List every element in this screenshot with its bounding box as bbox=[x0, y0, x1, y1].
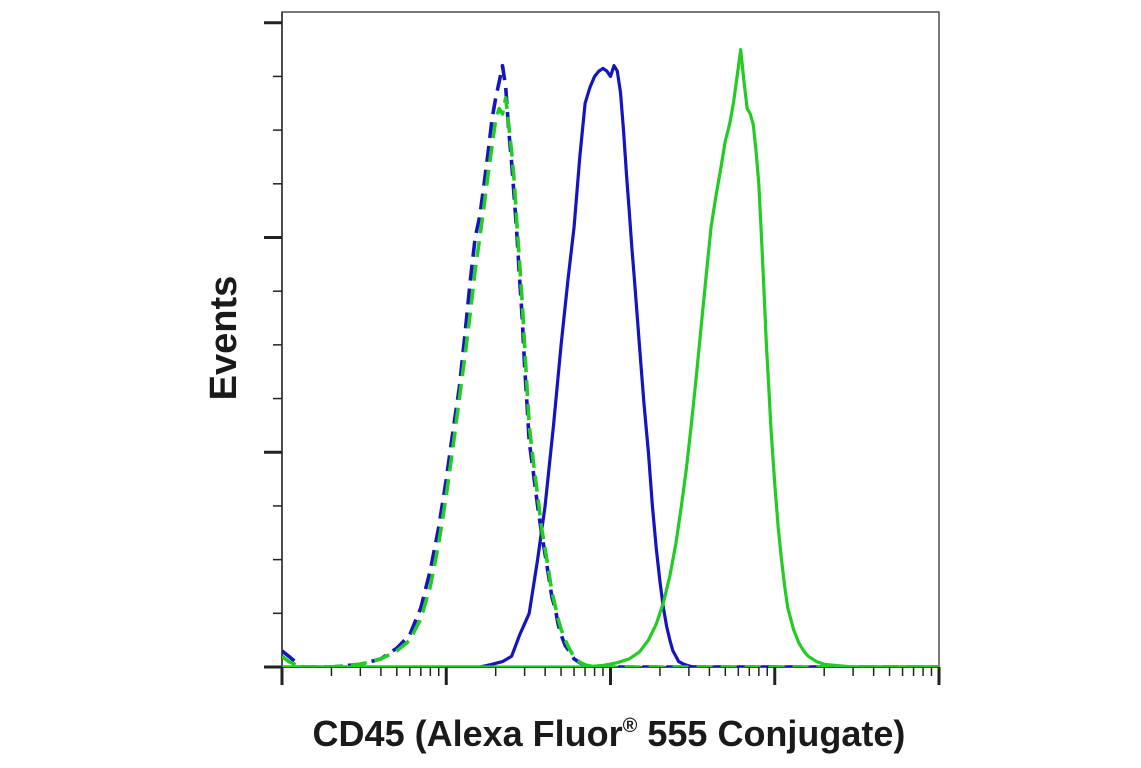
series-line-3-solid bbox=[282, 47, 939, 667]
x-axis-ticks bbox=[280, 667, 941, 685]
series-line-2-dashed bbox=[282, 96, 939, 667]
x-axis-label: CD45 (Alexa Fluor® 555 Conjugate) bbox=[313, 713, 906, 754]
plot-frame bbox=[281, 11, 940, 668]
series-line-1-dashed bbox=[282, 63, 939, 667]
y-axis-label: Events bbox=[203, 276, 245, 401]
series-layer bbox=[282, 47, 939, 667]
y-axis-ticks bbox=[264, 21, 282, 669]
series-line-0-solid bbox=[282, 64, 939, 667]
